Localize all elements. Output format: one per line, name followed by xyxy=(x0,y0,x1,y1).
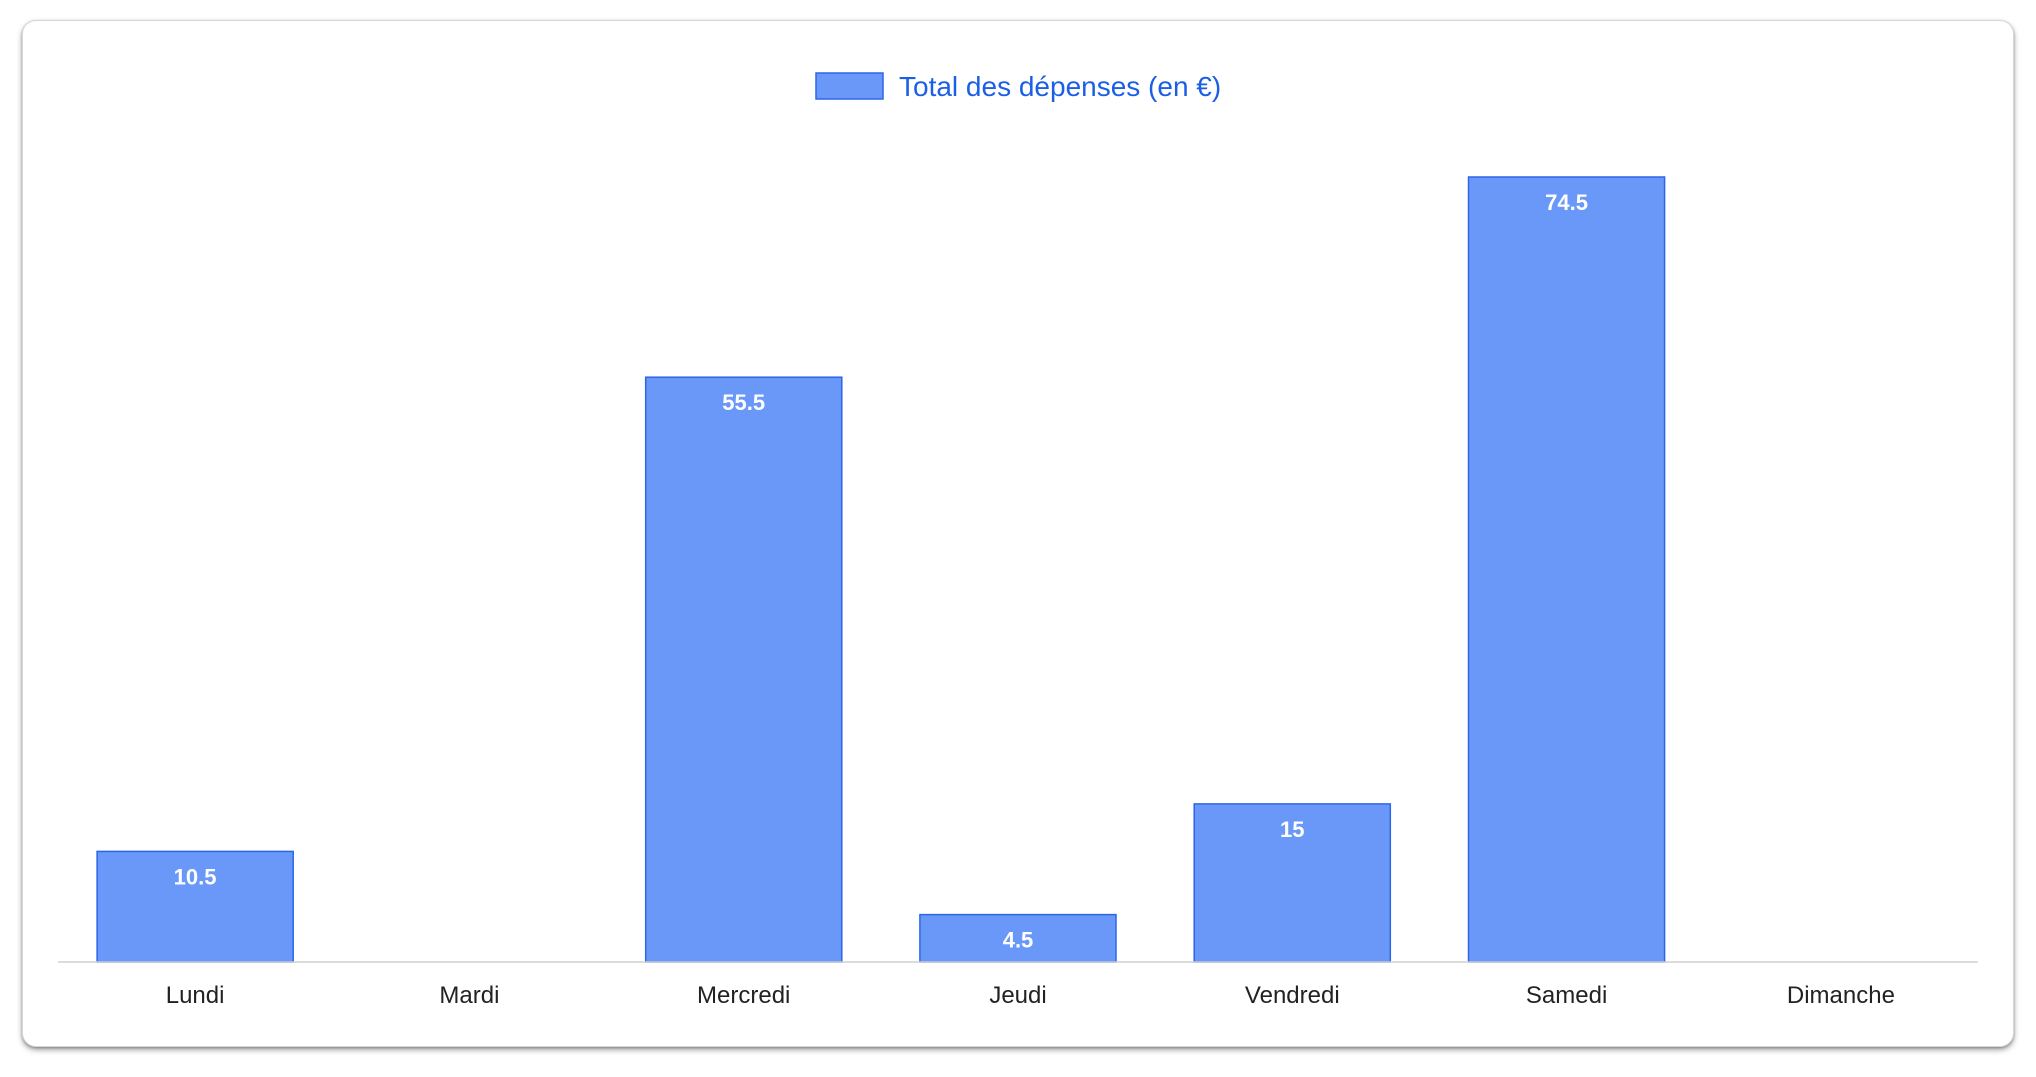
x-tick-label-mercredi: Mercredi xyxy=(697,982,790,1009)
x-tick-label-samedi: Samedi xyxy=(1526,982,1607,1009)
legend-label: Total des dépenses (en €) xyxy=(899,71,1221,102)
x-tick-label-jeudi: Jeudi xyxy=(989,982,1046,1009)
bar-vendredi xyxy=(1193,803,1392,963)
bar-lundi xyxy=(96,850,294,963)
data-label-vendredi: 15 xyxy=(1280,817,1304,842)
data-label-jeudi: 4.5 xyxy=(1003,928,1034,953)
x-tick-label-mardi: Mardi xyxy=(439,982,499,1009)
x-tick-label-vendredi: Vendredi xyxy=(1245,982,1340,1009)
bar-jeudi xyxy=(919,913,1117,963)
data-label-samedi: 74.5 xyxy=(1545,190,1588,215)
x-tick-label-dimanche: Dimanche xyxy=(1787,982,1895,1009)
bars-group: 10.5 55.5 4.5 15 74.5 xyxy=(96,176,1666,963)
bar-samedi xyxy=(1467,176,1666,963)
x-tick-label-lundi: Lundi xyxy=(166,982,225,1009)
bar-chart: Total des dépenses (en €) 10.5 55.5 4.5 15 7… xyxy=(58,71,1978,1009)
bar-mercredi xyxy=(644,376,843,963)
data-label-mercredi: 55.5 xyxy=(722,390,765,415)
legend: Total des dépenses (en €) xyxy=(815,71,1221,102)
x-axis-labels: Lundi Mardi Mercredi Jeudi Vendredi Samedi Dim… xyxy=(166,982,1895,1009)
chart-card: Total des dépenses (en €) 10.5 55.5 4.5 15 7… xyxy=(22,20,2014,1047)
data-label-lundi: 10.5 xyxy=(174,864,217,889)
legend-swatch xyxy=(815,72,884,100)
